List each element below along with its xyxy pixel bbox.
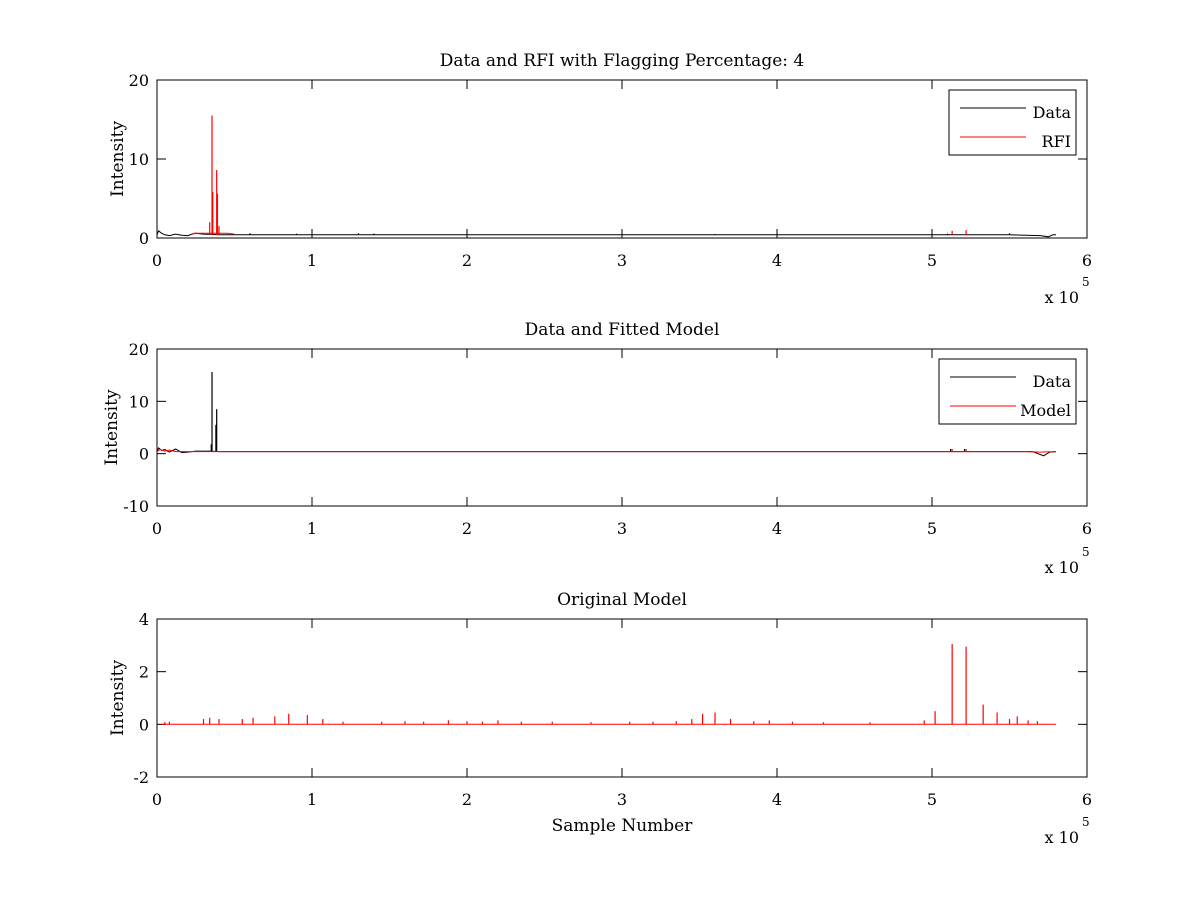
plot-area bbox=[156, 618, 1088, 778]
x-exponent-base: x 10 bbox=[1045, 558, 1079, 577]
x-tick-label: 6 bbox=[1082, 790, 1092, 809]
series-model-trace bbox=[161, 644, 1056, 725]
x-tick-label: 1 bbox=[307, 519, 317, 538]
chart-panel-1: Data and RFI with Flagging Percentage: 4… bbox=[108, 51, 1092, 307]
x-exponent-base: x 10 bbox=[1045, 288, 1079, 307]
y-tick-label: 20 bbox=[129, 340, 149, 359]
plot-area bbox=[156, 79, 1088, 239]
y-tick-label: 2 bbox=[139, 663, 149, 682]
legend-label: RFI bbox=[1042, 132, 1071, 151]
x-tick-label: 2 bbox=[462, 519, 472, 538]
x-tick-label: 3 bbox=[617, 519, 627, 538]
legend-label: Data bbox=[1033, 103, 1072, 122]
x-tick-label: 1 bbox=[307, 251, 317, 270]
series-line bbox=[190, 232, 235, 236]
x-tick-label: 4 bbox=[772, 519, 782, 538]
x-tick-label: 6 bbox=[1082, 251, 1092, 270]
series-rfi bbox=[190, 115, 967, 236]
x-axis-label: Sample Number bbox=[552, 816, 694, 836]
x-exponent-power: 5 bbox=[1082, 545, 1090, 559]
chart-title: Data and Fitted Model bbox=[525, 320, 720, 340]
y-tick-label: 0 bbox=[139, 229, 149, 248]
series-data bbox=[157, 230, 1056, 238]
x-tick-label: 5 bbox=[927, 251, 937, 270]
x-exponent-power: 5 bbox=[1082, 275, 1090, 289]
y-tick-label: 0 bbox=[139, 715, 149, 734]
legend: Data RFI bbox=[948, 89, 1077, 156]
x-tick-label: 0 bbox=[152, 790, 162, 809]
x-tick-label: 4 bbox=[772, 251, 782, 270]
y-tick-label: 10 bbox=[129, 150, 149, 169]
series-model bbox=[157, 448, 1057, 453]
x-tick-label: 5 bbox=[927, 519, 937, 538]
x-tick-label: 2 bbox=[462, 251, 472, 270]
x-tick-label: 0 bbox=[152, 519, 162, 538]
chart-title: Original Model bbox=[557, 590, 687, 610]
y-axis-label: Intensity bbox=[108, 660, 128, 736]
plot-area bbox=[156, 348, 1088, 507]
legend-label: Model bbox=[1020, 401, 1071, 420]
y-tick-label: 20 bbox=[129, 71, 149, 90]
chart-title: Data and RFI with Flagging Percentage: 4 bbox=[440, 51, 804, 71]
y-tick-label: 0 bbox=[139, 445, 149, 464]
legend-box bbox=[938, 358, 1077, 425]
y-tick-label: -2 bbox=[133, 768, 149, 787]
x-tick-label: 3 bbox=[617, 251, 627, 270]
series-line bbox=[157, 448, 1057, 453]
y-axis-label: Intensity bbox=[108, 121, 128, 197]
x-tick-label: 3 bbox=[617, 790, 627, 809]
legend-label: Data bbox=[1033, 372, 1072, 391]
x-exponent-power: 5 bbox=[1082, 815, 1090, 829]
x-tick-label: 0 bbox=[152, 251, 162, 270]
x-tick-label: 4 bbox=[772, 790, 782, 809]
x-tick-label: 6 bbox=[1082, 519, 1092, 538]
x-tick-label: 1 bbox=[307, 790, 317, 809]
y-axis-label: Intensity bbox=[102, 389, 122, 465]
series-line bbox=[157, 230, 1056, 238]
x-exponent-base: x 10 bbox=[1045, 828, 1079, 847]
y-tick-label: 4 bbox=[139, 610, 149, 629]
y-tick-label: 10 bbox=[129, 392, 149, 411]
y-tick-label: -10 bbox=[123, 497, 149, 516]
x-tick-label: 5 bbox=[927, 790, 937, 809]
legend: Data Model bbox=[938, 358, 1077, 425]
legend-box bbox=[948, 89, 1077, 156]
x-tick-label: 2 bbox=[462, 790, 472, 809]
